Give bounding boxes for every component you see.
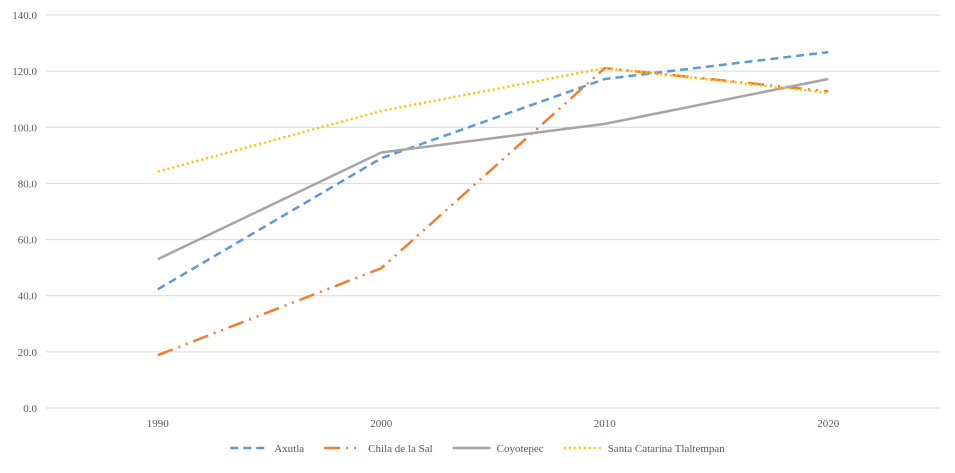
y-tick-label: 60.0 [18,235,38,247]
y-tick-label: 80.0 [18,178,38,190]
x-axis-tick-labels: 1990 2000 2010 2020 [147,418,840,430]
legend-item-santa-catarina-tlaltempan: Santa Catarina Tlaltempan [563,443,726,455]
series-line-santa-catarina-tlaltempan [157,66,829,173]
legend-item-axutla: Axutla [230,443,304,455]
y-tick-label: 120.0 [12,66,37,78]
legend-label: Santa Catarina Tlaltempan [608,443,726,455]
x-tick-label: 1990 [147,418,170,430]
x-tick-label: 2020 [817,418,840,430]
series-line-coyotepec [157,77,829,261]
x-tick-label: 2010 [594,418,617,430]
y-tick-label: 20.0 [18,347,38,359]
series-lines [157,50,829,357]
legend-item-coyotepec: Coyotepec [452,443,544,455]
y-tick-label: 100.0 [12,122,37,134]
gridlines [46,14,940,409]
legend: Axutla Chila de la Sal Coyotepec Santa Cata… [230,443,725,455]
legend-label: Coyotepec [497,443,544,455]
legend-item-chila-de-la-sal: Chila de la Sal [324,443,433,455]
legend-label: Axutla [274,443,304,455]
legend-label: Chila de la Sal [368,443,432,455]
y-tick-label: 40.0 [18,291,38,303]
y-tick-label: 140.0 [12,10,37,22]
series-line-axutla [157,50,829,291]
y-axis-tick-labels: 0.0 20.0 40.0 60.0 80.0 100.0 120.0 140.0 [12,10,37,415]
x-tick-label: 2000 [370,418,393,430]
y-tick-label: 0.0 [23,403,37,415]
